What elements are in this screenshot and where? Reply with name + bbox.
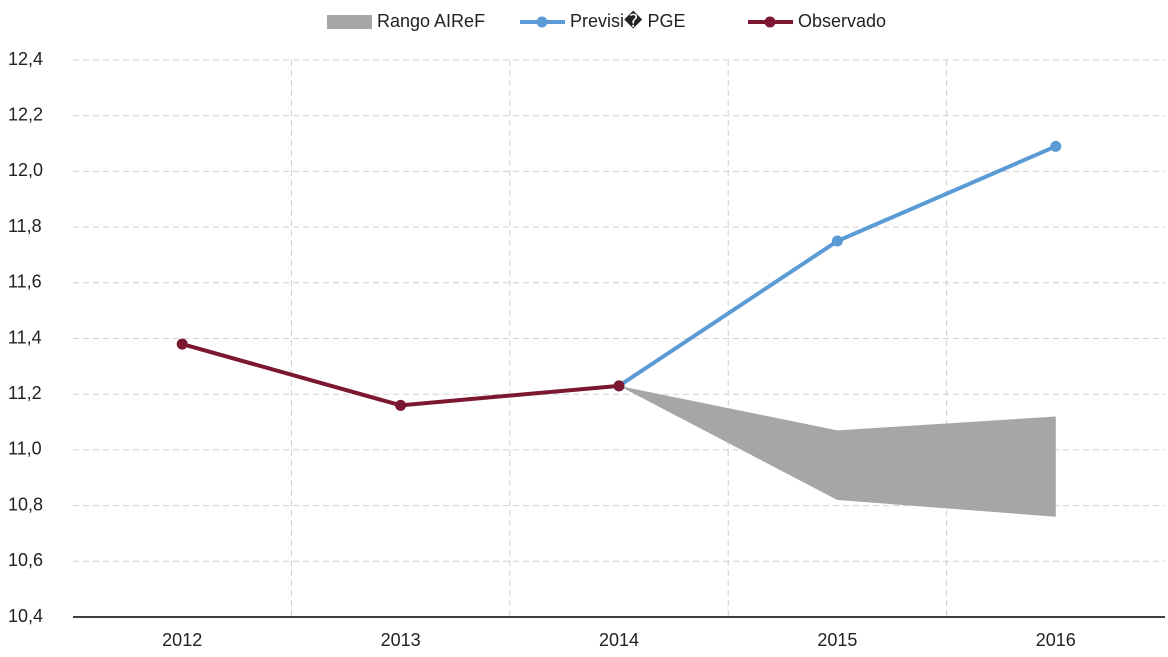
x-tick-label: 2012 — [162, 630, 202, 650]
y-tick-label: 12,0 — [8, 160, 43, 180]
y-tick-label: 12,2 — [8, 104, 43, 124]
x-tick-label: 2016 — [1036, 630, 1076, 650]
x-tick-label: 2014 — [599, 630, 639, 650]
y-tick-label: 11,6 — [8, 272, 42, 292]
y-tick-label: 10,6 — [8, 550, 43, 570]
series-line — [617, 144, 1057, 388]
x-tick-label: 2013 — [381, 630, 421, 650]
series-line — [181, 342, 620, 408]
y-tick-label: 10,4 — [8, 606, 43, 626]
point — [176, 338, 188, 350]
legend-swatch — [327, 15, 372, 29]
point — [1050, 140, 1062, 152]
y-tick-label: 11,4 — [8, 327, 42, 347]
point — [613, 380, 625, 392]
point — [831, 235, 843, 247]
x-tick-label: 2015 — [817, 630, 857, 650]
y-tick-label: 11,8 — [8, 216, 42, 236]
legend-marker — [764, 16, 776, 28]
y-tick-label: 10,8 — [8, 494, 43, 514]
legend-marker — [536, 16, 548, 28]
y-tick-label: 11,0 — [8, 439, 42, 459]
y-tick-label: 12,4 — [8, 49, 43, 69]
point — [395, 399, 407, 411]
range-area — [619, 385, 1056, 517]
legend-label: Observado — [798, 11, 886, 31]
y-tick-label: 11,2 — [8, 383, 42, 403]
legend-label: Previsi� PGE — [570, 10, 685, 31]
legend-label: Rango AIReF — [377, 11, 485, 31]
